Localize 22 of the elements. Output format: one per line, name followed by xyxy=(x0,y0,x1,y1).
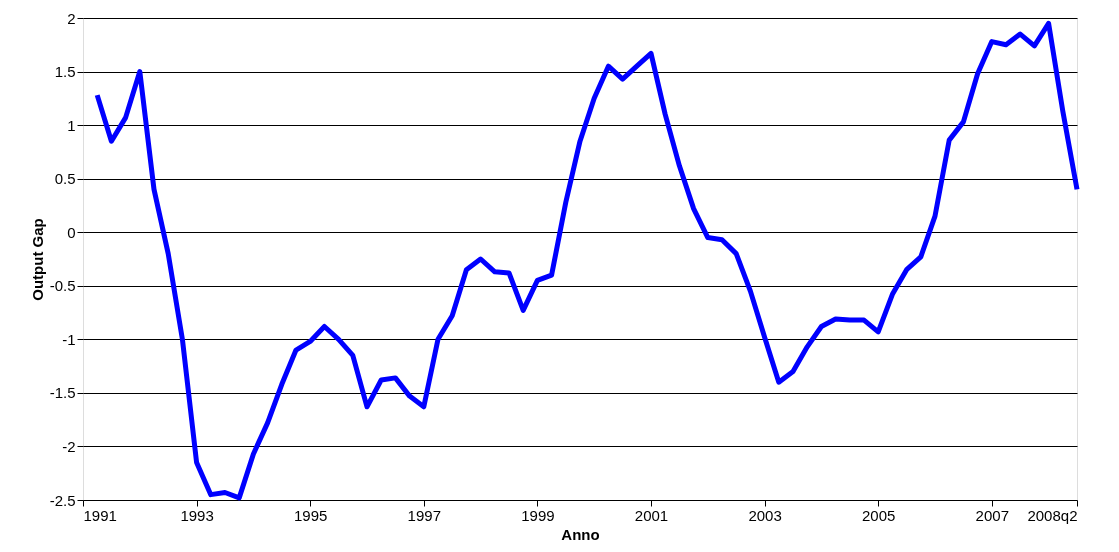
y-tick-label: -2.5 xyxy=(49,491,76,509)
y-tick-label: 0.5 xyxy=(54,170,76,188)
y-tick-label: 1.5 xyxy=(54,63,76,81)
x-tick-label: 2007 xyxy=(975,506,1009,524)
x-tick-label: 1993 xyxy=(180,506,214,524)
y-tick-label: 0 xyxy=(67,223,76,241)
y-tick-label: -1 xyxy=(62,330,76,348)
x-tick-label: 2005 xyxy=(862,506,896,524)
x-tick-label: 2001 xyxy=(634,506,669,524)
y-tick-label: 1 xyxy=(67,116,76,134)
x-tick-label: 2003 xyxy=(748,506,782,524)
x-tick-label: 1999 xyxy=(521,506,555,524)
x-axis-title: Anno xyxy=(561,525,600,543)
x-tick-label: 2008q2 xyxy=(1027,506,1078,524)
y-tick-label: -2 xyxy=(62,437,76,455)
x-tick-label: 1997 xyxy=(407,506,441,524)
y-tick-label: -0.5 xyxy=(49,277,76,295)
y-axis-title: Output Gap xyxy=(28,218,46,301)
x-tick-label: 1995 xyxy=(294,506,328,524)
y-tick-label: -1.5 xyxy=(49,384,76,402)
y-tick-label: 2 xyxy=(67,9,76,27)
x-tick-label: 1991 xyxy=(83,506,117,524)
